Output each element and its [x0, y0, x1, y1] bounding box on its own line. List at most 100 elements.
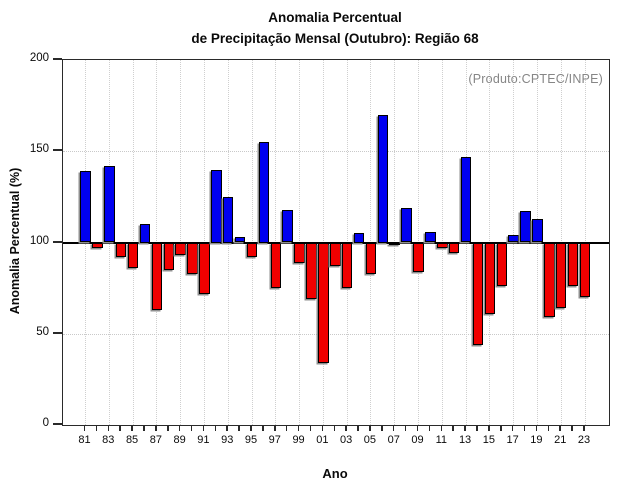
x-tick	[345, 425, 347, 431]
x-tick	[571, 425, 573, 431]
x-tick-label: 05	[363, 434, 377, 446]
bar-86	[139, 224, 151, 243]
x-tick	[440, 425, 443, 431]
annotation-produto: (Produto:CPTEC/INPE)	[468, 72, 603, 86]
chart-title-line1: Anomalia Percentual	[268, 10, 402, 25]
y-tick	[53, 58, 62, 60]
x-tick	[214, 425, 217, 431]
x-tick	[309, 425, 312, 431]
x-tick	[262, 425, 264, 431]
bar-22	[567, 242, 579, 287]
x-tick	[369, 425, 371, 431]
x-tick	[274, 425, 276, 431]
x-tick	[547, 425, 550, 431]
bar-83	[104, 165, 115, 243]
bar-12	[448, 242, 460, 254]
bar-95	[246, 242, 258, 258]
x-tick	[476, 425, 478, 431]
y-tick-label: 100	[29, 234, 49, 247]
x-tick	[488, 425, 490, 431]
x-tick-label: 03	[340, 434, 353, 446]
bar-05	[365, 242, 377, 274]
x-tick	[535, 425, 538, 431]
x-tick	[381, 425, 383, 431]
bar-02	[330, 242, 341, 267]
bar-98	[282, 209, 293, 243]
x-tick	[404, 425, 407, 431]
bar-16	[496, 242, 507, 287]
x-tick-label: 85	[125, 434, 139, 446]
bar-23	[579, 242, 591, 298]
x-tick	[107, 425, 110, 431]
y-tick-label: 0	[42, 417, 49, 429]
x-tick-label: 07	[387, 434, 400, 446]
x-tick-label: 99	[292, 434, 305, 446]
bar-00	[306, 242, 317, 300]
x-tick	[178, 425, 181, 431]
bar-13	[460, 156, 472, 243]
x-tick	[333, 425, 335, 431]
bar-03	[341, 242, 353, 289]
x-tick	[131, 425, 133, 431]
bar-97	[270, 242, 282, 289]
chart-title-line2: de Precipitação Mensal (Outubro): Região…	[191, 31, 479, 46]
x-tick	[83, 425, 86, 431]
bar-88	[163, 242, 174, 270]
bar-06	[377, 114, 389, 243]
x-tick-label: 13	[458, 434, 472, 446]
x-tick	[523, 425, 526, 431]
x-tick-label: 15	[482, 434, 495, 446]
x-tick	[452, 425, 454, 431]
x-tick	[559, 425, 561, 431]
x-tick	[297, 425, 300, 431]
bar-92	[211, 169, 222, 243]
y-tick-label: 200	[29, 52, 49, 64]
y-tick-label: 50	[36, 325, 49, 338]
x-tick-label: 09	[411, 434, 424, 446]
x-tick-label: 23	[577, 434, 591, 446]
grid-line-horizontal	[63, 151, 609, 153]
x-tick-label: 17	[506, 434, 519, 446]
bar-15	[484, 242, 496, 314]
bar-90	[187, 242, 198, 274]
x-tick	[190, 425, 193, 431]
bar-01	[318, 242, 329, 363]
bar-17	[508, 235, 519, 243]
bar-87	[151, 242, 163, 311]
x-tick	[321, 425, 324, 431]
x-tick	[238, 425, 240, 431]
x-tick	[143, 425, 145, 431]
y-tick	[53, 331, 62, 334]
y-tick	[53, 149, 62, 152]
bar-14	[472, 242, 484, 345]
bar-19	[532, 218, 543, 243]
x-tick	[511, 425, 514, 431]
x-tick-label: 87	[149, 434, 162, 446]
x-tick-label: 89	[173, 434, 186, 446]
x-tick	[226, 425, 228, 431]
bar-82	[92, 242, 103, 248]
bar-85	[127, 242, 139, 269]
x-tick	[357, 425, 359, 431]
bar-08	[401, 207, 412, 243]
x-tick-label: 91	[197, 434, 210, 446]
bar-99	[294, 242, 305, 263]
plot-area: (Produto:CPTEC/INPE)	[62, 59, 610, 426]
x-tick	[500, 425, 502, 431]
x-tick	[155, 425, 157, 431]
x-tick-label: 21	[554, 434, 567, 446]
x-tick	[464, 425, 466, 431]
x-tick-label: 81	[78, 434, 91, 446]
x-tick-label: 83	[102, 434, 115, 446]
x-tick	[119, 425, 121, 431]
x-tick-label: 01	[316, 434, 329, 446]
bar-91	[199, 242, 210, 294]
x-tick	[392, 425, 395, 431]
x-tick	[202, 425, 205, 431]
bar-96	[258, 142, 270, 243]
bar-89	[175, 242, 186, 256]
bar-81	[80, 171, 91, 243]
x-tick-label: 11	[435, 434, 447, 446]
x-tick	[428, 425, 431, 431]
